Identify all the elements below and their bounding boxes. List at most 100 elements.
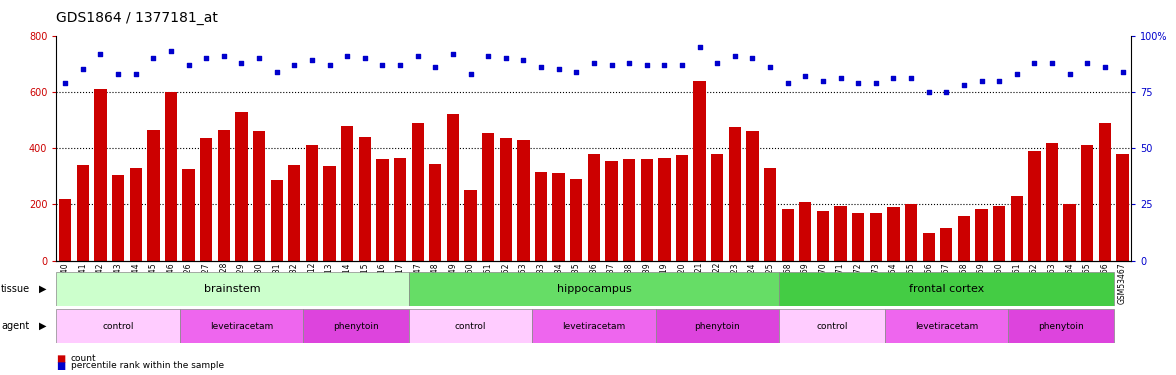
Bar [764, 168, 776, 261]
Bar [694, 81, 706, 261]
Bar [570, 179, 582, 261]
Bar [869, 213, 882, 261]
Bar [623, 159, 635, 261]
Point [496, 55, 515, 61]
Point [1025, 60, 1044, 66]
Point [479, 53, 497, 59]
Bar [884, 309, 1008, 343]
Bar [782, 209, 794, 261]
Bar [129, 168, 142, 261]
Text: control: control [102, 322, 134, 331]
Point [849, 80, 868, 86]
Bar [500, 138, 512, 261]
Bar [409, 272, 779, 306]
Point [461, 71, 480, 77]
Bar [56, 309, 180, 343]
Point [267, 69, 286, 75]
Bar [641, 159, 653, 261]
Bar [412, 123, 423, 261]
Point [1078, 60, 1097, 66]
Text: control: control [816, 322, 848, 331]
Point [990, 78, 1009, 84]
Bar [218, 130, 230, 261]
Bar [306, 146, 319, 261]
Point [338, 53, 356, 59]
Bar [853, 213, 864, 261]
Point [726, 53, 744, 59]
Point [779, 80, 797, 86]
Point [549, 66, 568, 72]
Bar [655, 309, 779, 343]
Bar [993, 206, 1005, 261]
Point [1043, 60, 1062, 66]
Text: phenytoin: phenytoin [694, 322, 740, 331]
Point [73, 66, 92, 72]
Bar [394, 158, 406, 261]
Bar [270, 180, 283, 261]
Bar [835, 206, 847, 261]
Point [761, 64, 780, 70]
Point [108, 71, 127, 77]
Text: ■: ■ [56, 354, 66, 364]
Point [708, 60, 727, 66]
Point [408, 53, 427, 59]
Bar [409, 309, 533, 343]
Text: ■: ■ [56, 361, 66, 370]
Bar [975, 209, 988, 261]
Bar [800, 202, 811, 261]
Bar [904, 204, 917, 261]
Bar [922, 232, 935, 261]
Bar [1028, 151, 1041, 261]
Point [55, 80, 74, 86]
Bar [940, 228, 953, 261]
Point [620, 60, 639, 66]
Point [514, 57, 533, 63]
Point [196, 55, 215, 61]
Bar [588, 154, 600, 261]
Bar [180, 309, 303, 343]
Point [390, 62, 409, 68]
Point [179, 62, 198, 68]
Point [320, 62, 339, 68]
Point [743, 55, 762, 61]
Point [443, 51, 462, 57]
Point [937, 89, 956, 95]
Point [655, 62, 674, 68]
Point [285, 62, 303, 68]
Bar [76, 165, 89, 261]
Text: levetiracetam: levetiracetam [209, 322, 273, 331]
Bar [779, 309, 884, 343]
Point [690, 44, 709, 50]
Point [1061, 71, 1080, 77]
Text: ▶: ▶ [39, 284, 46, 294]
Bar [56, 272, 409, 306]
Point [637, 62, 656, 68]
Point [302, 57, 321, 63]
Bar [887, 207, 900, 261]
Point [249, 55, 268, 61]
Point [955, 82, 974, 88]
Bar [200, 138, 213, 261]
Bar [94, 89, 107, 261]
Text: tissue: tissue [1, 284, 31, 294]
Point [973, 78, 991, 84]
Bar [957, 216, 970, 261]
Point [920, 89, 938, 95]
Point [426, 64, 445, 70]
Point [143, 55, 162, 61]
Bar [165, 92, 178, 261]
Point [867, 80, 886, 86]
Bar [1098, 123, 1111, 261]
Bar [1008, 309, 1114, 343]
Bar [359, 137, 370, 261]
Bar [606, 161, 617, 261]
Bar [711, 154, 723, 261]
Point [232, 60, 250, 66]
Point [91, 51, 109, 57]
Text: GDS1864 / 1377181_at: GDS1864 / 1377181_at [56, 11, 219, 25]
Point [584, 60, 603, 66]
Bar [1063, 204, 1076, 261]
Text: levetiracetam: levetiracetam [562, 322, 626, 331]
Bar [729, 127, 741, 261]
Point [567, 69, 586, 75]
